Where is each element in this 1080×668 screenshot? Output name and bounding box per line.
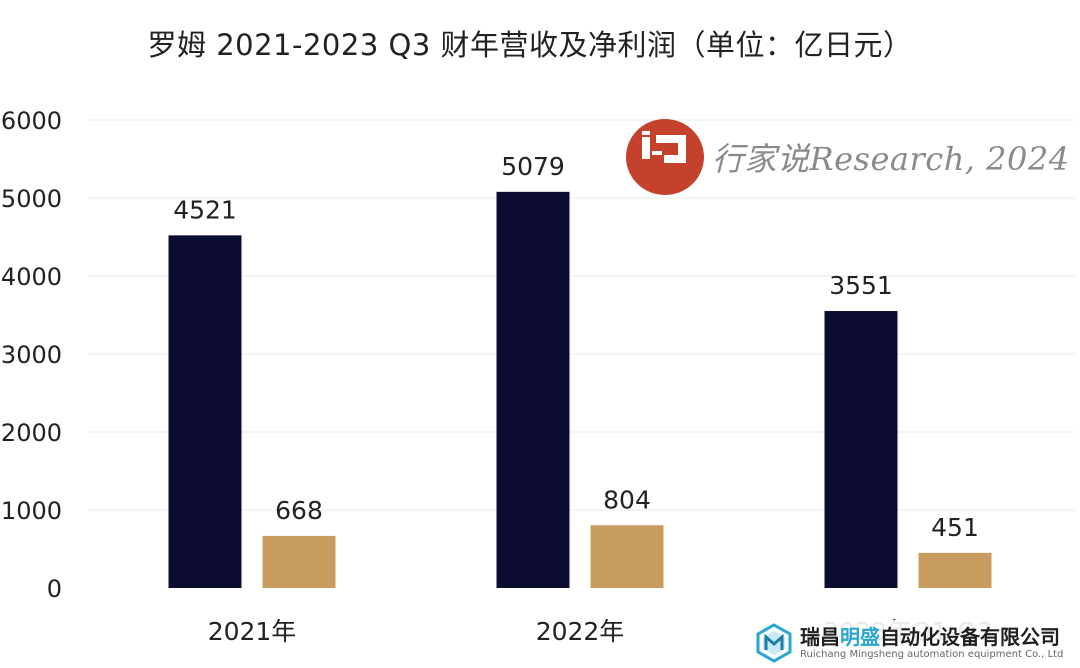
hexagon-m-logo-icon (756, 623, 792, 663)
company-badge: 瑞昌明盛自动化设备有限公司 Ruichang Mingsheng automat… (752, 620, 1078, 666)
watermark-text: 行家说Research, 2024 (712, 140, 1070, 178)
y-tick-label: 6000 (1, 107, 62, 135)
data-label: 3551 (829, 271, 893, 300)
data-label: 4521 (173, 195, 237, 224)
data-label: 804 (603, 485, 651, 514)
data-label: 451 (931, 513, 979, 542)
bar-series-1 (496, 191, 570, 588)
y-tick-label: 5000 (1, 185, 62, 213)
bars (168, 191, 992, 588)
bar-series-1 (824, 311, 898, 588)
logo-glyph-icon (642, 131, 686, 163)
y-axis-ticks: 0 1000 2000 3000 4000 5000 6000 (1, 107, 62, 603)
x-category-label: 2022年 (536, 617, 625, 646)
watermark: 记 行家说Research, 2024 (626, 119, 1070, 195)
research-logo-icon: 记 (626, 119, 704, 195)
y-tick-label: 1000 (1, 497, 62, 525)
y-tick-label: 2000 (1, 419, 62, 447)
bar-series-2 (918, 552, 992, 588)
y-tick-label: 4000 (1, 263, 62, 291)
y-tick-label: 3000 (1, 341, 62, 369)
bar-series-2 (590, 525, 664, 588)
data-label: 668 (275, 496, 323, 525)
bar-series-1 (168, 235, 242, 588)
data-labels: 4521 668 5079 804 3551 451 (173, 152, 979, 542)
data-label: 5079 (501, 152, 565, 181)
company-name-cn: 瑞昌明盛自动化设备有限公司 (800, 624, 1060, 649)
gridlines (88, 119, 1075, 511)
chart-title: 罗姆 2021-2023 Q3 财年营收及净利润（单位：亿日元） (147, 28, 913, 62)
company-name-en: Ruichang Mingsheng automation equipment … (800, 648, 1064, 660)
logo-subtext: 记 (626, 173, 704, 183)
x-category-label: 2021年 (208, 617, 297, 646)
bar-series-2 (262, 535, 336, 588)
y-tick-label: 0 (47, 575, 62, 603)
